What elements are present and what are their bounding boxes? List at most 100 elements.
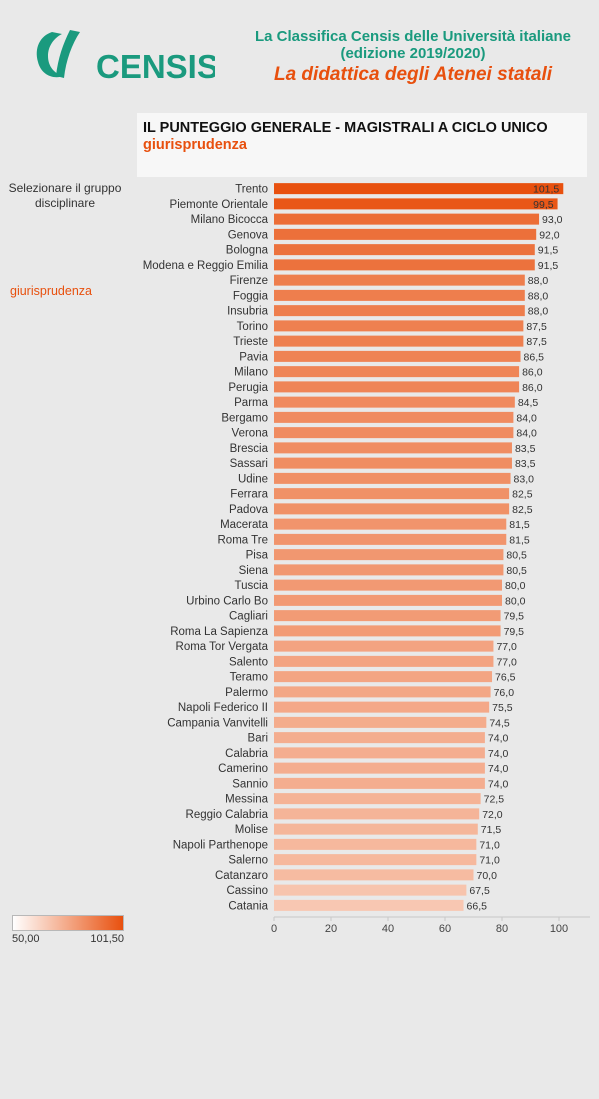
- category-label: Bologna: [226, 245, 269, 257]
- category-label: Parma: [234, 397, 268, 409]
- bar: [274, 777, 485, 789]
- bar: [274, 564, 504, 576]
- bar: [274, 396, 515, 408]
- category-label: Reggio Calabria: [186, 809, 269, 821]
- value-label: 70,0: [477, 870, 498, 882]
- x-tick-label: 40: [382, 923, 394, 935]
- value-label: 67,5: [469, 885, 490, 897]
- bar: [274, 625, 501, 637]
- category-label: Trento: [235, 184, 268, 196]
- bar: [274, 869, 474, 881]
- color-legend-min: 50,00: [12, 933, 40, 945]
- value-label: 92,0: [539, 229, 560, 241]
- category-label: Brescia: [230, 443, 269, 455]
- value-label: 81,5: [509, 534, 530, 546]
- x-tick-label: 100: [550, 923, 568, 935]
- value-label: 88,0: [528, 290, 549, 302]
- category-label: Sassari: [230, 458, 268, 470]
- value-label: 79,5: [504, 611, 525, 623]
- value-label: 99,5: [533, 199, 554, 211]
- category-label: Calabria: [225, 748, 268, 760]
- value-label: 74,0: [488, 778, 509, 790]
- value-label: 80,5: [506, 550, 527, 562]
- bar: [274, 579, 502, 591]
- value-label: 86,0: [522, 367, 543, 379]
- bar: [274, 183, 564, 195]
- x-tick-label: 0: [271, 923, 277, 935]
- value-label: 80,0: [505, 580, 526, 592]
- filter-selected-value[interactable]: giurisprudenza: [10, 284, 92, 298]
- bar: [274, 335, 524, 347]
- bar: [274, 213, 540, 225]
- category-label: Udine: [238, 473, 268, 485]
- category-label: Modena e Reggio Emilia: [143, 260, 269, 272]
- category-label: Teramo: [230, 672, 268, 684]
- category-label: Roma La Sapienza: [170, 626, 268, 638]
- value-label: 80,5: [506, 565, 527, 577]
- bar: [274, 366, 520, 378]
- bar: [274, 686, 491, 698]
- bar: [274, 244, 535, 256]
- value-label: 72,0: [482, 809, 503, 821]
- category-label: Trieste: [233, 336, 268, 348]
- x-tick-label: 80: [496, 923, 508, 935]
- category-label: Cagliari: [229, 611, 268, 623]
- bar: [274, 716, 487, 728]
- category-label: Cassino: [226, 885, 268, 897]
- value-label: 71,0: [479, 839, 500, 851]
- value-label: 84,0: [516, 428, 537, 440]
- value-label: 91,5: [538, 245, 559, 257]
- category-label: Messina: [225, 794, 268, 806]
- chart-subtitle: giurisprudenza: [143, 137, 247, 153]
- value-label: 87,5: [526, 336, 547, 348]
- x-tick-label: 20: [325, 923, 337, 935]
- category-label: Genova: [228, 229, 269, 241]
- bar: [274, 457, 512, 469]
- category-label: Foggia: [233, 290, 269, 302]
- bar: [274, 747, 485, 759]
- chart-title-box: IL PUNTEGGIO GENERALE - MAGISTRALI A CIC…: [137, 113, 587, 177]
- header-title-line2: (edizione 2019/2020): [340, 45, 486, 62]
- bar: [274, 305, 525, 317]
- category-label: Salento: [229, 656, 268, 668]
- bar: [274, 533, 507, 545]
- category-label: Napoli Federico II: [178, 702, 268, 714]
- category-label: Torino: [237, 321, 268, 333]
- value-label: 77,0: [496, 656, 517, 668]
- value-label: 86,5: [524, 351, 545, 363]
- value-label: 86,0: [522, 382, 543, 394]
- value-label: 74,5: [489, 717, 510, 729]
- value-label: 82,5: [512, 489, 533, 501]
- category-label: Verona: [232, 428, 269, 440]
- bar: [274, 472, 511, 484]
- category-label: Insubria: [227, 306, 269, 318]
- censis-logo: CENSIS: [36, 30, 215, 85]
- bar: [274, 610, 501, 622]
- category-label: Campania Vanvitelli: [167, 717, 268, 729]
- category-label: Milano Bicocca: [191, 214, 269, 226]
- category-label: Piemonte Orientale: [170, 199, 268, 211]
- category-label: Padova: [229, 504, 269, 516]
- value-label: 74,0: [488, 763, 509, 775]
- bar: [274, 198, 558, 210]
- color-legend-gradient: [12, 915, 124, 931]
- category-label: Bari: [248, 733, 268, 745]
- bar: [274, 427, 514, 439]
- value-label: 82,5: [512, 504, 533, 516]
- bar: [274, 808, 480, 820]
- x-tick-label: 60: [439, 923, 451, 935]
- bar: [274, 381, 520, 393]
- category-label: Tuscia: [235, 580, 269, 592]
- bar: [274, 838, 477, 850]
- bar: [274, 549, 504, 561]
- value-label: 76,5: [495, 672, 516, 684]
- category-label: Salerno: [228, 855, 268, 867]
- bar: [274, 701, 490, 713]
- value-label: 76,0: [494, 687, 515, 699]
- bar: [274, 823, 478, 835]
- category-label: Pisa: [246, 550, 269, 562]
- category-label: Firenze: [230, 275, 268, 287]
- value-label: 80,0: [505, 595, 526, 607]
- bar: [274, 259, 535, 271]
